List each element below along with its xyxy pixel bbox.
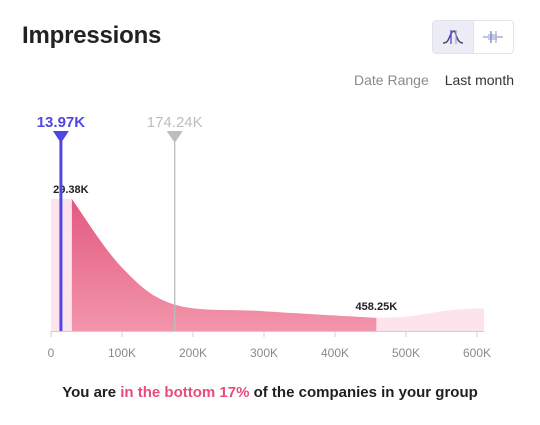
distribution-right-tail [376,308,485,331]
x-tick-label: 0 [48,346,55,360]
group-median-label: 174.24K [147,114,203,131]
group-median-marker: 174.24K [147,114,203,331]
date-range-label: Date Range [354,72,429,88]
distribution-view-button[interactable] [433,21,473,53]
date-range: Date Range Last month [354,72,514,88]
company-value-label: 13.97K [37,114,86,131]
distribution-curve-icon [442,30,463,44]
range-end-label: 458.25K [356,301,398,313]
x-axis-ticks: 0 100K 200K 300K 400K 500K 600K [48,331,491,360]
x-tick-label: 200K [179,346,207,360]
page-title: Impressions [22,22,162,49]
percentile-summary: You are in the bottom 17% of the compani… [0,384,540,401]
x-tick-label: 600K [463,346,491,360]
company-value-marker: 13.97K [37,114,86,331]
summary-suffix: of the companies in your group [249,384,478,401]
x-tick-label: 400K [321,346,349,360]
range-view-button[interactable] [472,21,514,53]
x-tick-label: 100K [108,346,136,360]
range-start-label: 29.38K [53,184,89,196]
chart-view-toggle [432,20,514,54]
distribution-in-range-area [71,199,377,331]
date-range-select[interactable]: Last month [444,72,514,88]
x-tick-label: 500K [392,346,420,360]
range-bar-icon [483,31,504,43]
summary-prefix: You are [62,384,121,401]
impressions-chart: 0 100K 200K 300K 400K 500K 600K 29.38K 458.25K… [37,114,491,360]
summary-highlight: in the bottom 17% [120,384,250,401]
x-tick-label: 300K [250,346,278,360]
